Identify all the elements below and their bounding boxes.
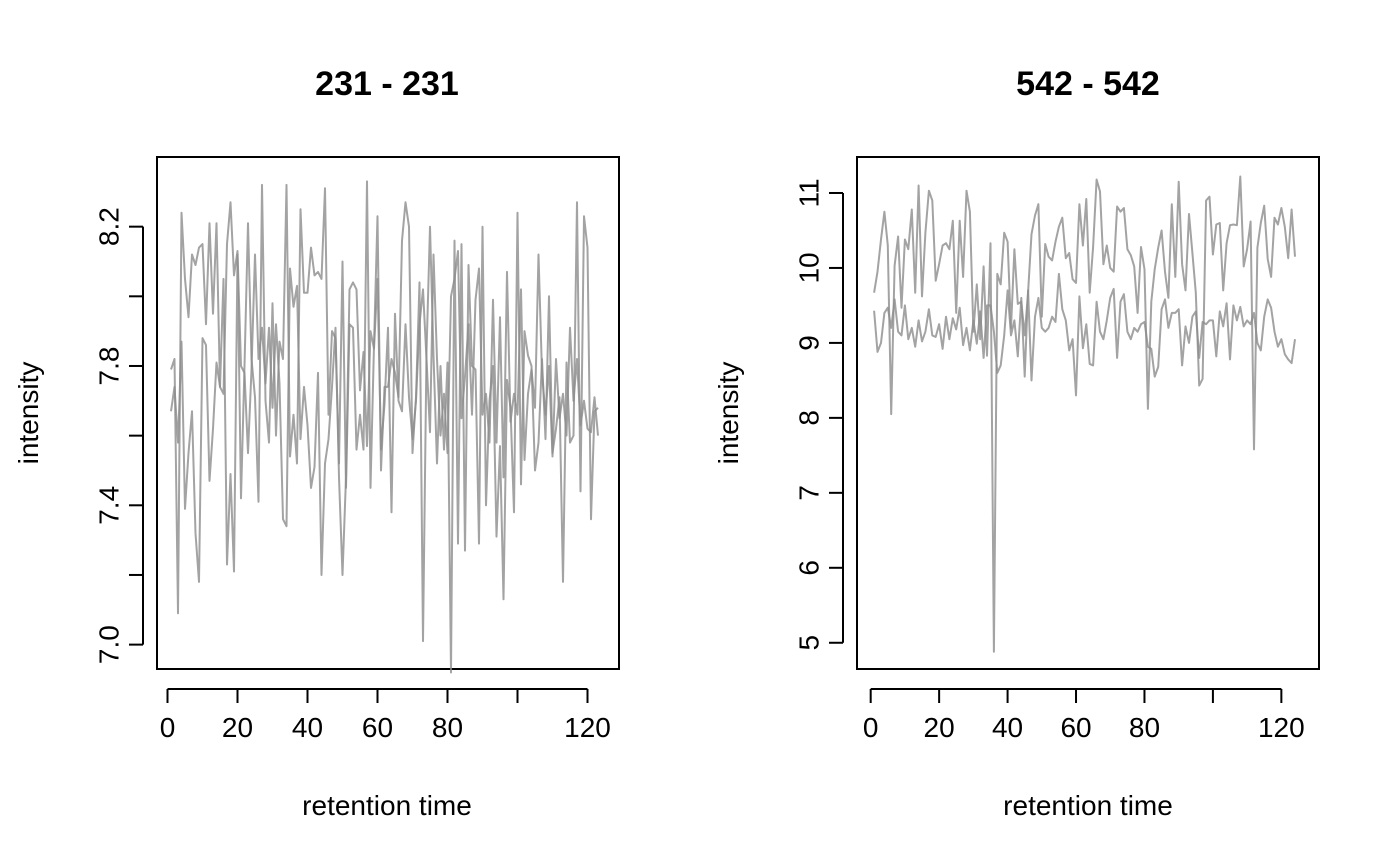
panel-2-title: 542 - 542: [1016, 65, 1160, 103]
panel-2-x-tick-label: 80: [1129, 712, 1160, 743]
panel-1-x-axis-label: retention time: [302, 790, 472, 821]
panel-2-x-tick-label: 40: [992, 712, 1023, 743]
panel-1-y-tick-label: 7.0: [94, 625, 125, 664]
panel-1-x-tick-label: 40: [292, 712, 323, 743]
panel-1-x-tick-label: 80: [432, 712, 463, 743]
panel-1-title: 231 - 231: [315, 65, 459, 103]
panel-2-y-tick-label: 6: [794, 560, 825, 576]
panel-2-x-axis-label: retention time: [1003, 790, 1173, 821]
panel-1-y-axis-label: intensity: [13, 362, 44, 465]
panel-1-y-tick-label: 7.8: [94, 347, 125, 386]
panel-2-series: [873, 175, 1296, 653]
panel-1-y-tick-label: 7.4: [94, 486, 125, 525]
panel-2-y-axis-label: intensity: [713, 362, 744, 465]
panel-2-series-line-1: [873, 175, 1296, 653]
panel-2-y-tick-label: 9: [794, 335, 825, 351]
panel-2-y-tick-label: 8: [794, 410, 825, 426]
panel-1-x-tick-label: 120: [564, 712, 611, 743]
panel-1-y-tick-label: 8.2: [94, 207, 125, 246]
panel-2-series-line-2: [873, 272, 1296, 397]
panel-1-x-tick-label: 0: [160, 712, 176, 743]
panel-1: 231 - 231 0 20 40 60 80 120 7.0 7.4 7.8 8.2 rete…: [13, 65, 620, 821]
panel-2: 542 - 542 0 20 40 60 80 120 5 6 7 8 9 10 11 retenti…: [713, 65, 1320, 821]
panel-2-y-tick-label: 10: [794, 252, 825, 283]
panel-2-x-tick-label: 60: [1060, 712, 1091, 743]
panel-2-x-tick-label: 120: [1258, 712, 1305, 743]
panel-1-series: [170, 180, 599, 674]
panel-2-plot-frame: [856, 156, 1320, 670]
panel-2-x-tick-label: 20: [924, 712, 955, 743]
panel-1-x-tick-label: 20: [222, 712, 253, 743]
panel-1-plot-frame: [156, 156, 620, 670]
panel-1-series-line-2: [170, 201, 599, 583]
panel-1-x-axis: 0 20 40 60 80 120: [160, 688, 611, 743]
panel-2-x-axis: 0 20 40 60 80 120: [863, 688, 1305, 743]
panel-1-y-axis: 7.0 7.4 7.8 8.2: [94, 207, 144, 664]
panel-2-y-tick-label: 5: [794, 635, 825, 651]
panel-2-y-tick-label: 7: [794, 485, 825, 501]
panel-2-y-axis: 5 6 7 8 9 10 11: [794, 178, 844, 651]
panel-2-y-tick-label: 11: [794, 178, 825, 207]
panel-2-x-tick-label: 0: [863, 712, 879, 743]
panel-1-x-tick-label: 60: [362, 712, 393, 743]
